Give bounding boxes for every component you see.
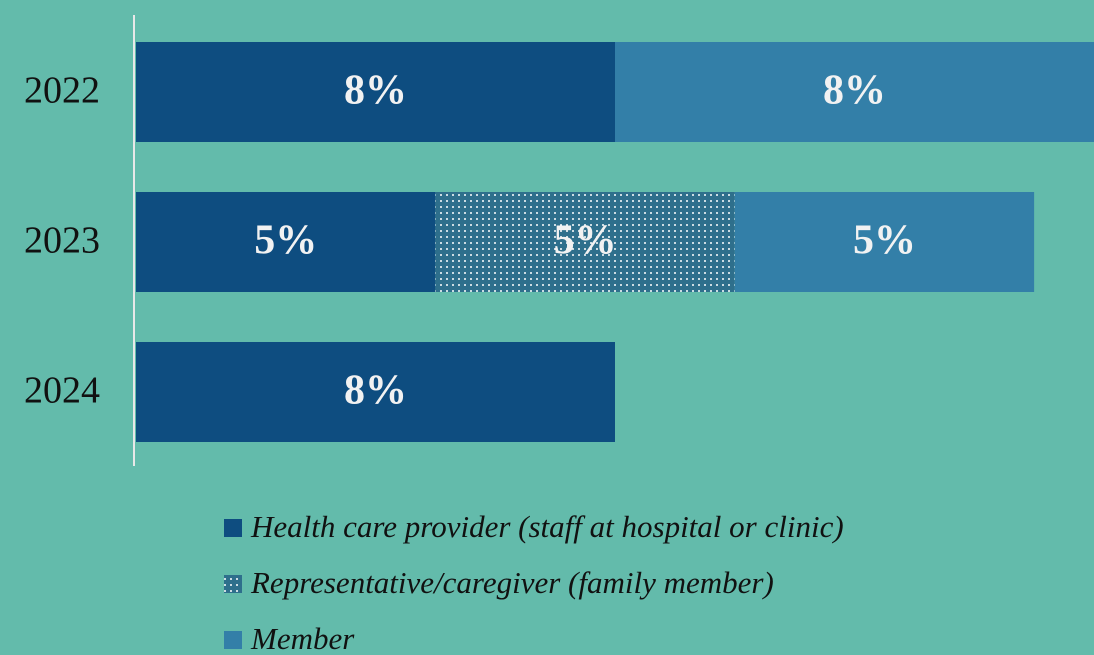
category-label: 2023 [24, 220, 100, 262]
category-label: 2024 [24, 370, 100, 412]
bar-segment [136, 342, 615, 442]
legend-label: Member [250, 621, 355, 655]
category-label: 2022 [24, 70, 100, 112]
bar-segment [136, 192, 436, 292]
data-label: 5% [554, 218, 617, 264]
data-label: 8% [344, 68, 407, 114]
bar-segment [615, 42, 1094, 142]
bar-segment [734, 192, 1035, 292]
legend-swatch [224, 519, 242, 537]
data-label: 8% [823, 68, 886, 114]
legend-swatch [224, 631, 242, 649]
bar-segment [136, 42, 615, 142]
data-label: 5% [254, 218, 317, 264]
legend-label: Health care provider (staff at hospital … [250, 509, 844, 544]
legend-label: Representative/caregiver (family member) [250, 565, 774, 600]
data-label: 5% [853, 218, 916, 264]
data-label: 8% [344, 368, 407, 414]
bar-segment [435, 192, 735, 292]
legend-swatch [224, 575, 242, 593]
